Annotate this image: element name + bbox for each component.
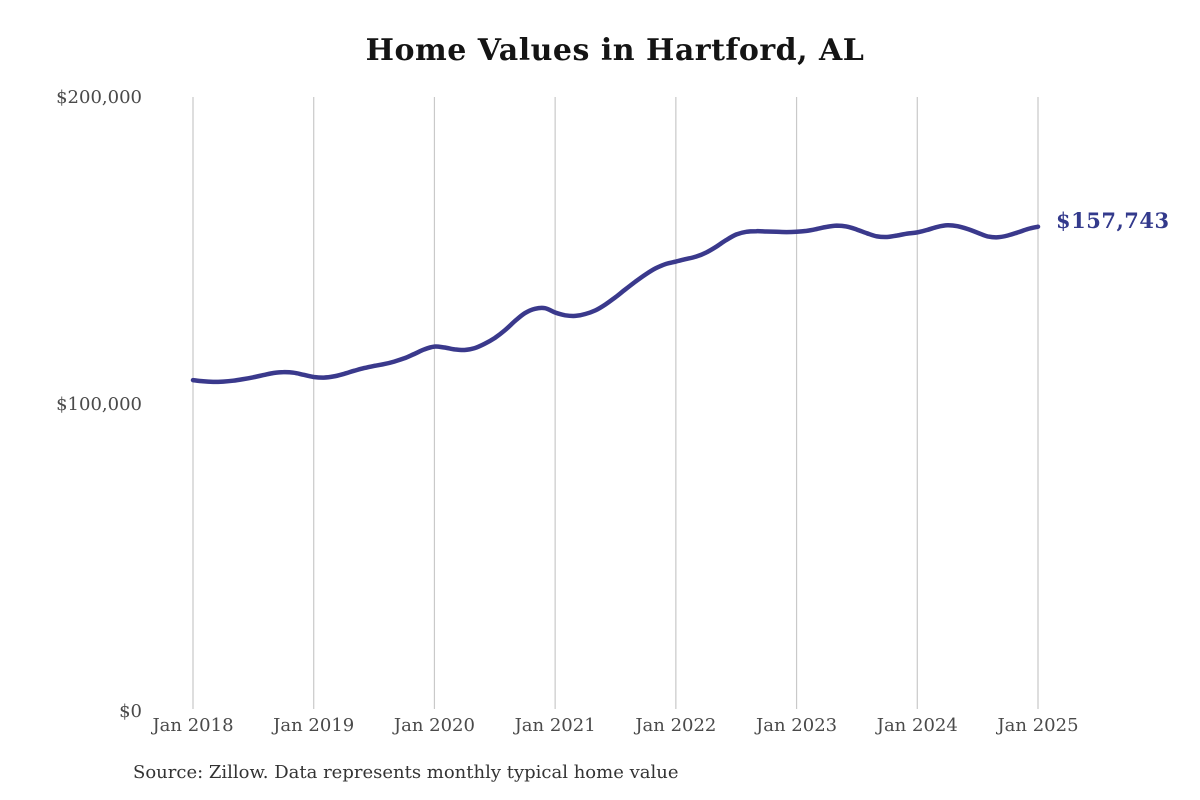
x-axis-tick-label: Jan 2023 — [754, 715, 837, 736]
final-value-label: $157,743 — [1056, 208, 1170, 233]
y-axis-tick-label: $200,000 — [56, 87, 142, 108]
chart-title: Home Values in Hartford, AL — [365, 33, 865, 68]
home-value-line — [190, 223, 1041, 385]
x-axis-tick-label: Jan 2019 — [271, 715, 354, 736]
x-axis-tick-label: Jan 2020 — [392, 715, 475, 736]
x-axis-tick-label: Jan 2025 — [995, 715, 1078, 736]
x-axis-tick-label: Jan 2022 — [633, 715, 716, 736]
source-note: Source: Zillow. Data represents monthly … — [133, 762, 679, 783]
x-axis-tick-label: Jan 2018 — [150, 715, 233, 736]
x-axis-tick-label: Jan 2021 — [513, 715, 596, 736]
y-axis-tick-label: $0 — [119, 701, 142, 722]
y-axis-tick-label: $100,000 — [56, 394, 142, 415]
x-axis-tick-label: Jan 2024 — [875, 715, 958, 736]
